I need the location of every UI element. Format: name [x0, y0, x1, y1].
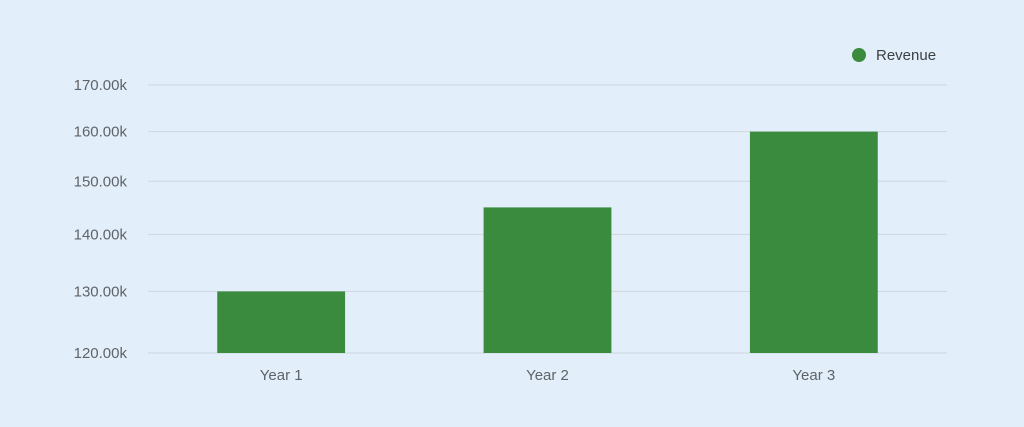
x-tick-label: Year 3: [792, 367, 835, 384]
legend-swatch: [852, 48, 866, 62]
bar: [749, 131, 878, 353]
bar: [217, 291, 346, 353]
y-tick-label: 160.00k: [74, 124, 128, 141]
x-tick-label: Year 1: [260, 367, 303, 384]
y-tick-label: 130.00k: [74, 283, 128, 300]
x-axis: Year 1 Year 2 Year 3: [260, 367, 835, 384]
y-tick-label: 140.00k: [74, 226, 128, 243]
y-tick-label: 120.00k: [74, 345, 128, 362]
y-tick-label: 150.00k: [74, 173, 128, 190]
bar: [483, 207, 612, 353]
y-tick-label: 170.00k: [74, 77, 128, 94]
bars: [217, 131, 878, 353]
y-axis: 120.00k 130.00k 140.00k 150.00k 160.00k 170.0…: [74, 77, 128, 362]
legend: Revenue: [852, 47, 936, 64]
legend-label: Revenue: [876, 47, 936, 64]
x-tick-label: Year 2: [526, 367, 569, 384]
